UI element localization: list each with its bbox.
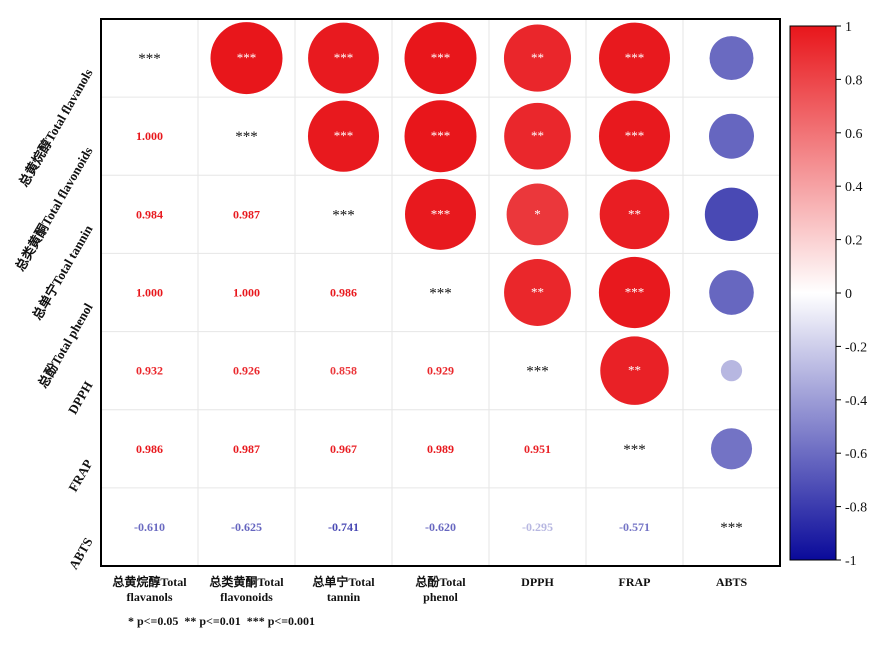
corr-value-label: -0.741 — [328, 520, 359, 534]
corr-circle — [598, 100, 671, 172]
x-tick-label: 总类黄酮Total — [209, 574, 284, 589]
corr-circle — [599, 179, 670, 250]
y-tick-label: 总类黄酮Total flavonoids — [12, 144, 95, 273]
colorbar-tick-label: -1 — [845, 554, 857, 569]
significance-mark: *** — [235, 129, 258, 145]
corr-value-label: 0.987 — [233, 442, 260, 456]
corr-circle — [210, 22, 283, 95]
colorbar-tick-label: -0.4 — [845, 394, 867, 409]
corr-circle — [308, 22, 379, 94]
corr-value-label: -0.620 — [425, 520, 456, 534]
x-tick-label: phenol — [423, 590, 458, 604]
corr-value-label: 0.986 — [136, 442, 163, 456]
y-tick-label: DPPH — [65, 379, 96, 417]
significance-mark: *** — [625, 128, 645, 143]
corr-circle — [405, 178, 476, 250]
corr-value-label: 0.967 — [330, 442, 357, 456]
significance-note: * p<=0.05 ** p<=0.01 *** p<=0.001 — [128, 614, 316, 628]
significance-mark: *** — [526, 364, 549, 380]
significance-mark: *** — [332, 207, 355, 223]
corr-value-label: 1.000 — [233, 286, 260, 300]
corr-value-label: -0.610 — [134, 520, 165, 534]
y-tick-label: ABTS — [66, 535, 96, 572]
corr-value-label: 0.858 — [330, 364, 357, 378]
significance-mark: *** — [334, 128, 354, 143]
corr-circle — [598, 256, 671, 329]
corr-circle — [600, 336, 669, 405]
x-tick-label: 总黄烷醇Total — [112, 574, 187, 589]
significance-mark: ** — [628, 206, 641, 221]
significance-mark: ** — [628, 363, 641, 378]
x-tick-label: flavonoids — [220, 590, 273, 604]
colorbar-tick-label: -0.6 — [845, 447, 867, 462]
corr-value-label: -0.625 — [231, 520, 262, 534]
corr-value-label: 0.989 — [427, 442, 454, 456]
significance-mark: *** — [138, 51, 161, 67]
corr-circle — [307, 100, 380, 172]
corr-value-label: 0.932 — [136, 364, 163, 378]
x-tick-label: 总单宁Total — [312, 574, 375, 589]
colorbar-tick-label: -0.8 — [845, 501, 867, 516]
corr-value-label: 0.951 — [524, 442, 551, 456]
colorbar-tick-label: 0.6 — [845, 127, 863, 142]
x-tick-label: FRAP — [619, 575, 651, 589]
corr-circle — [709, 36, 754, 81]
x-tick-label: flavanols — [126, 590, 172, 604]
corr-circle — [709, 270, 754, 315]
significance-mark: *** — [431, 128, 451, 143]
colorbar-tick-label: 0.4 — [845, 180, 863, 195]
x-tick-label: ABTS — [716, 575, 748, 589]
corr-value-label: 1.000 — [136, 129, 163, 143]
significance-mark: *** — [625, 285, 645, 300]
colorbar-tick-label: 1 — [845, 20, 852, 35]
colorbar-tick-label: 0.8 — [845, 73, 863, 88]
significance-mark: *** — [237, 50, 257, 65]
corr-circle — [504, 102, 571, 170]
corr-value-label: 0.987 — [233, 207, 260, 221]
significance-mark: ** — [531, 285, 544, 300]
corr-value-label: 0.984 — [136, 207, 163, 221]
significance-mark: *** — [623, 442, 646, 458]
corr-circle — [599, 22, 670, 94]
corr-circle — [710, 428, 753, 470]
corr-circle — [709, 113, 754, 159]
corr-circle — [720, 360, 743, 382]
significance-mark: *** — [431, 50, 451, 65]
colorbar-tick-label: 0 — [845, 287, 852, 302]
corr-circle — [503, 24, 572, 92]
significance-mark: ** — [531, 128, 544, 143]
corr-value-label: 0.926 — [233, 364, 260, 378]
corr-circle — [404, 100, 477, 173]
corr-circle — [506, 183, 569, 246]
significance-mark: ** — [531, 50, 544, 65]
corr-value-label: -0.571 — [619, 520, 650, 534]
corr-circle — [704, 187, 759, 242]
y-tick-label: FRAP — [65, 457, 95, 495]
x-tick-label: DPPH — [521, 575, 554, 589]
x-tick-label: 总酚Total — [415, 574, 466, 589]
plot-frame — [100, 18, 781, 567]
significance-mark: *** — [431, 206, 451, 221]
x-tick-label: tannin — [327, 590, 361, 604]
colorbar-tick-label: 0.2 — [845, 234, 863, 249]
corr-value-label: 0.986 — [330, 286, 357, 300]
significance-mark: * — [534, 206, 541, 221]
corr-circle — [504, 259, 571, 326]
significance-mark: *** — [720, 520, 743, 536]
significance-mark: *** — [625, 50, 645, 65]
corr-value-label: 1.000 — [136, 286, 163, 300]
corr-value-label: 0.929 — [427, 364, 454, 378]
corr-value-label: -0.295 — [522, 520, 553, 534]
corr-circle — [404, 22, 477, 95]
significance-mark: *** — [334, 50, 354, 65]
colorbar-tick-label: -0.2 — [845, 340, 867, 355]
significance-mark: *** — [429, 286, 452, 302]
colorbar — [789, 25, 837, 561]
